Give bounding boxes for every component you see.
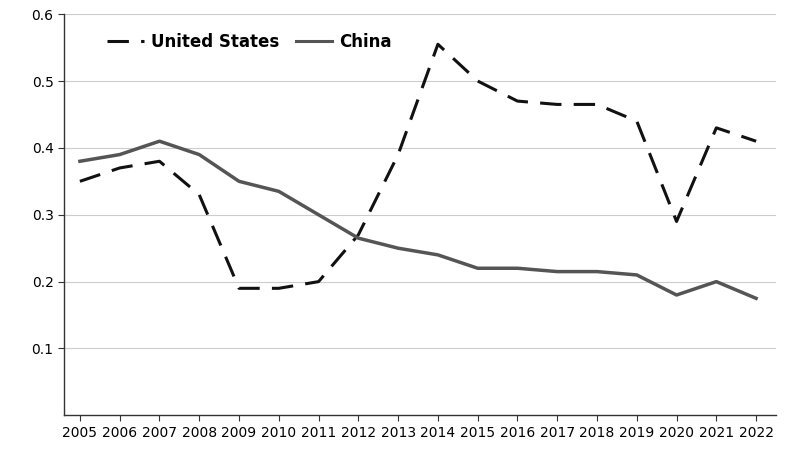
United States xyxy=(751,138,761,144)
China xyxy=(194,152,204,158)
United States xyxy=(274,286,283,291)
United States xyxy=(592,101,602,107)
China xyxy=(115,152,125,158)
United States xyxy=(314,279,323,285)
United States xyxy=(632,118,642,124)
China xyxy=(751,295,761,301)
Legend: United States, China: United States, China xyxy=(101,26,398,58)
United States xyxy=(513,98,522,104)
China xyxy=(314,212,323,218)
China xyxy=(274,188,283,194)
China xyxy=(711,279,721,285)
Line: China: China xyxy=(80,141,756,298)
China xyxy=(394,245,403,251)
United States xyxy=(473,78,482,84)
China xyxy=(632,272,642,278)
Line: United States: United States xyxy=(80,44,756,288)
United States xyxy=(672,219,682,224)
United States xyxy=(394,152,403,158)
China xyxy=(513,265,522,271)
China xyxy=(592,269,602,274)
United States xyxy=(154,159,164,164)
China xyxy=(672,292,682,298)
China xyxy=(154,138,164,144)
United States xyxy=(75,178,85,184)
United States xyxy=(194,192,204,197)
United States xyxy=(354,232,363,237)
China xyxy=(354,236,363,241)
United States xyxy=(433,42,442,47)
China xyxy=(234,178,244,184)
China xyxy=(433,252,442,258)
China xyxy=(75,159,85,164)
United States xyxy=(553,101,562,107)
United States xyxy=(711,125,721,131)
China xyxy=(473,265,482,271)
United States xyxy=(115,165,125,171)
China xyxy=(553,269,562,274)
United States xyxy=(234,286,244,291)
